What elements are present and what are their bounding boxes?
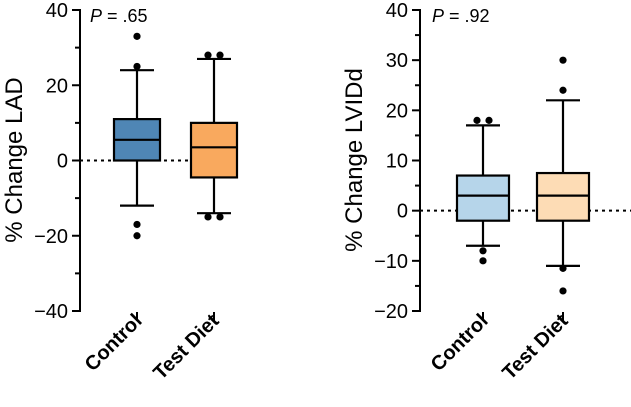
box-test-diet: Test Diet xyxy=(149,51,239,384)
outlier-point xyxy=(204,213,212,221)
outlier-point xyxy=(559,287,567,295)
y-tick-label: 30 xyxy=(386,50,408,72)
outlier-point xyxy=(216,51,224,59)
y-tick-label: −20 xyxy=(374,301,408,323)
x-category-label: Control xyxy=(81,310,147,376)
x-category-label: Test Diet xyxy=(149,310,223,384)
p-value-annotation: P = .92 xyxy=(432,6,490,26)
box-control: Control xyxy=(81,32,162,376)
p-value-text: = .65 xyxy=(102,6,148,26)
outlier-point xyxy=(559,264,567,272)
box-control: Control xyxy=(427,116,511,376)
iqr-box xyxy=(455,174,511,222)
outlier-point xyxy=(133,32,141,40)
outlier-point xyxy=(204,51,212,59)
p-symbol: P xyxy=(90,6,102,26)
outlier-point xyxy=(216,213,224,221)
y-tick-label: 40 xyxy=(46,0,68,22)
panel-1: 40 20 0 −20 −40 % Change LAD P = .65 Control Tes… xyxy=(1,0,239,384)
y-tick-label: −10 xyxy=(374,251,408,273)
outlier-point xyxy=(479,257,487,265)
p-value-text: = .92 xyxy=(444,6,490,26)
y-axis-label: % Change LVIDd xyxy=(341,68,368,252)
y-tick-label: −20 xyxy=(34,226,68,248)
y-tick-label: 10 xyxy=(386,151,408,173)
x-category-label: Test Diet xyxy=(498,310,572,384)
iqr-box xyxy=(535,171,591,222)
y-tick-label: 0 xyxy=(397,201,408,223)
y-tick-label: 20 xyxy=(386,100,408,122)
iqr-box xyxy=(189,121,239,179)
panel-2: 40 30 20 10 0 −10 −20 % Change LVIDd P = .92 Cont… xyxy=(341,0,631,384)
x-category-label: Control xyxy=(427,310,493,376)
y-tick-label: 40 xyxy=(386,0,408,22)
outlier-point xyxy=(133,232,141,240)
y-tick-label: −40 xyxy=(34,301,68,323)
outlier-point xyxy=(559,86,567,94)
outlier-point xyxy=(133,220,141,229)
p-symbol: P xyxy=(432,6,444,26)
outlier-point xyxy=(479,247,487,255)
y-tick-label: 0 xyxy=(57,151,68,173)
outlier-point xyxy=(133,62,141,71)
outlier-point xyxy=(559,56,567,64)
box-test-diet: Test Diet xyxy=(498,56,591,384)
y-tick-label: 20 xyxy=(46,75,68,97)
p-value-annotation: P = .65 xyxy=(90,6,148,26)
outlier-point xyxy=(485,116,493,124)
outlier-point xyxy=(473,116,481,124)
y-axis-label: % Change LAD xyxy=(1,77,28,242)
